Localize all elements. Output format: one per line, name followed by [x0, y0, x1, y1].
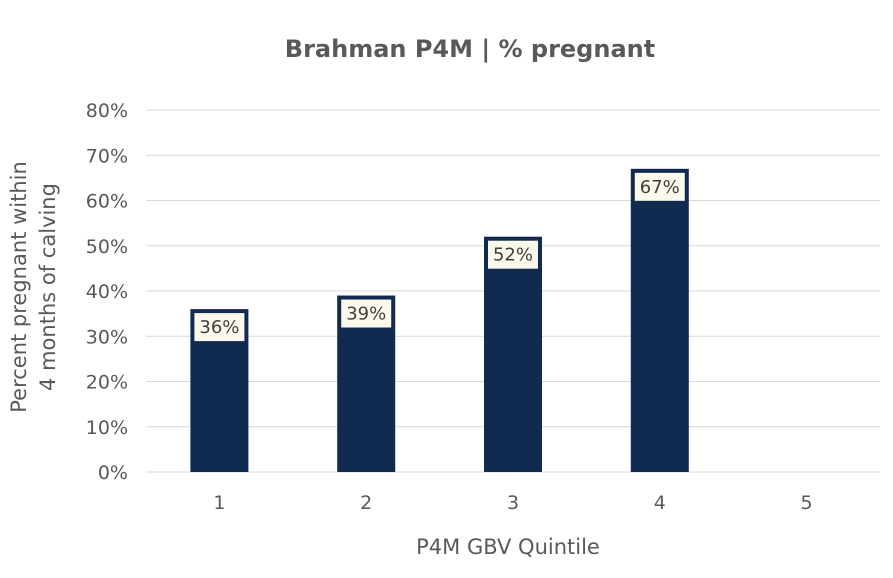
- x-tick-label: 3: [507, 492, 519, 514]
- x-tick-label: 4: [654, 492, 666, 514]
- data-label-background: [341, 299, 392, 328]
- data-label: 67%: [640, 177, 680, 198]
- x-tick-label: 1: [213, 492, 225, 514]
- y-tick-label: 70%: [86, 145, 128, 167]
- y-tick-label: 20%: [86, 372, 128, 394]
- data-label-background: [194, 313, 245, 342]
- x-axis-ticks: 1 2 3 4 5: [213, 492, 812, 514]
- y-tick-label: 50%: [86, 236, 128, 258]
- y-tick-label: 10%: [86, 417, 128, 439]
- bar: [484, 236, 542, 472]
- data-label-background: [634, 172, 685, 201]
- y-axis-title-line-2: 4 months of calving: [36, 183, 60, 391]
- chart-title: Brahman P4M | % pregnant: [285, 35, 655, 63]
- y-tick-label: 40%: [86, 281, 128, 303]
- data-label: 39%: [346, 304, 386, 325]
- y-tick-label: 80%: [86, 100, 128, 122]
- y-axis-ticks: 0% 10% 20% 30% 40% 50% 60% 70% 80%: [86, 100, 128, 484]
- y-axis-title-line-1: Percent pregnant within: [7, 161, 31, 413]
- data-labels: 36% 39% 52% 67%: [194, 172, 685, 342]
- x-axis-title: P4M GBV Quintile: [416, 535, 600, 559]
- data-label: 52%: [493, 245, 533, 266]
- y-tick-label: 30%: [86, 326, 128, 348]
- data-label: 36%: [199, 317, 239, 338]
- bar: [630, 168, 689, 472]
- y-axis-title: Percent pregnant within 4 months of calv…: [7, 161, 60, 413]
- data-label-background: [488, 240, 538, 269]
- y-tick-label: 0%: [98, 462, 128, 484]
- x-tick-label: 5: [801, 492, 813, 514]
- x-tick-label: 2: [360, 492, 372, 514]
- y-tick-label: 60%: [86, 191, 128, 213]
